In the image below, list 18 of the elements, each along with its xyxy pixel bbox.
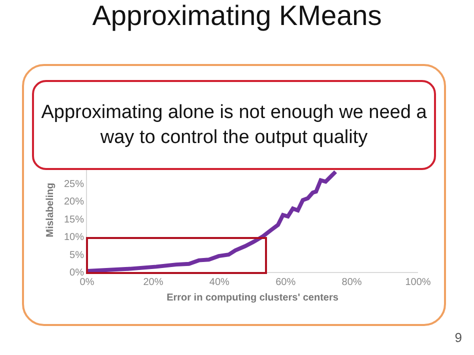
chart-title: Approximating KMeans [92, 0, 382, 31]
x-axis-title: Error in computing clusters' centers [166, 292, 339, 304]
x-tick-label: 60% [276, 277, 296, 288]
x-tick-label: 100% [405, 277, 431, 288]
y-tick-label: 20% [64, 196, 84, 208]
x-tick-label: 20% [143, 277, 164, 288]
y-tick-label: 25% [64, 178, 84, 190]
line-series [87, 170, 338, 272]
y-tick-label: 10% [64, 232, 84, 244]
x-tick-label: 80% [342, 277, 362, 288]
x-tick-label: 0% [80, 277, 94, 288]
y-axis-title: Mislabeling [44, 182, 56, 238]
text: 9 [454, 330, 462, 345]
y-tick-label: 5% [70, 250, 84, 261]
y-tick-label: 15% [64, 214, 84, 226]
annotation: Approximating alone is not enough we need a way to control the output quality [32, 80, 436, 170]
y-tick-label: 0% [70, 268, 84, 278]
x-tick-label: 40% [209, 277, 230, 288]
